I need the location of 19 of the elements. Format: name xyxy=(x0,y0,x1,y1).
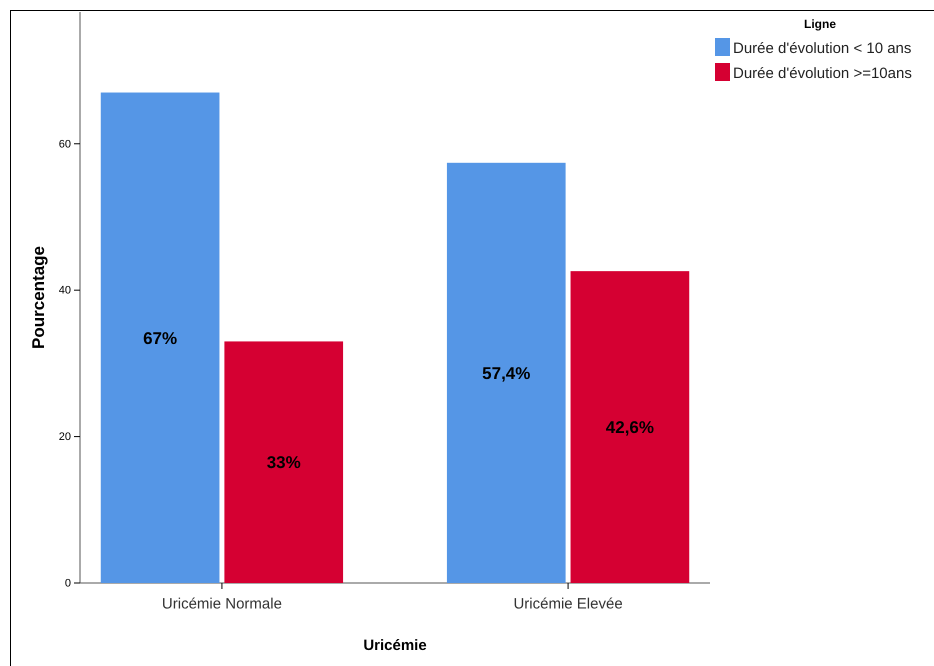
legend-title: Ligne xyxy=(804,17,836,31)
y-tick-label: 20 xyxy=(58,431,71,444)
legend-label: Durée d'évolution < 10 ans xyxy=(733,40,912,57)
data-label: 67% xyxy=(143,328,178,348)
x-axis-title: Uricémie xyxy=(363,637,427,654)
data-label: 42,6% xyxy=(606,418,654,438)
bar xyxy=(224,341,344,583)
legend-label: Durée d'évolution >=10ans xyxy=(733,65,912,82)
y-axis-title: Pourcentage xyxy=(29,246,48,349)
bar xyxy=(100,92,220,583)
y-tick-label: 40 xyxy=(58,284,71,297)
bar xyxy=(570,271,690,583)
bar xyxy=(446,162,566,583)
data-label: 57,4% xyxy=(482,364,530,383)
x-tick-label: Uricémie Normale xyxy=(162,596,282,612)
x-tick-label: Uricémie Elevée xyxy=(513,596,623,612)
data-label: 33% xyxy=(266,453,301,472)
y-tick-label: 0 xyxy=(64,578,71,590)
y-tick-label: 60 xyxy=(58,138,71,150)
